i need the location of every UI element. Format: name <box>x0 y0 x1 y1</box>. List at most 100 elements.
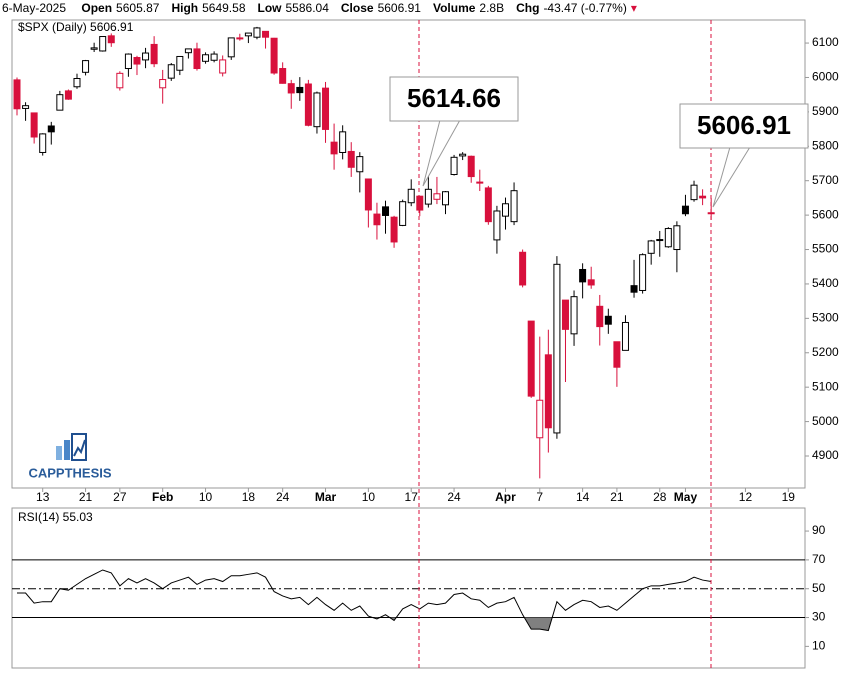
candle-body <box>544 354 552 429</box>
candle-body <box>639 254 647 291</box>
x-tick-label: 21 <box>610 490 624 504</box>
candle-body <box>313 92 321 128</box>
candle-body <box>382 206 390 216</box>
y-tick-label: 50 <box>812 581 826 595</box>
candle-body <box>527 320 535 397</box>
field-value: 5606.91 <box>377 1 421 15</box>
candle-body <box>364 178 372 211</box>
candle-body <box>579 268 587 283</box>
y-tick-label: 4900 <box>812 448 839 462</box>
y-tick-label: 5900 <box>812 104 839 118</box>
oversold-fill <box>17 617 712 631</box>
y-tick-label: 30 <box>812 610 826 624</box>
y-tick-label: 6000 <box>812 70 839 84</box>
y-tick-label: 5100 <box>812 379 839 393</box>
candle-body <box>613 341 621 368</box>
y-tick-label: 5000 <box>812 414 839 428</box>
candle-body <box>442 191 449 206</box>
field-value: 5605.87 <box>116 1 160 15</box>
callout: 5606.91 <box>679 103 809 208</box>
rsi-frame <box>11 507 806 669</box>
x-tick-label: 13 <box>36 490 50 504</box>
candle-body <box>621 321 629 351</box>
candle-body <box>596 305 604 328</box>
x-tick-label: 10 <box>362 490 376 504</box>
candle-body <box>287 83 295 94</box>
callout-pointer <box>422 119 461 187</box>
candle-body <box>322 87 330 130</box>
candle-body <box>604 315 612 325</box>
logo-box <box>71 433 87 461</box>
candle-body <box>587 279 595 286</box>
candle-body <box>236 37 244 40</box>
candle-body <box>501 203 509 217</box>
x-tick-label: 10 <box>199 490 213 504</box>
candle-body <box>64 90 72 100</box>
x-tick-label: 24 <box>276 490 290 504</box>
candle-body <box>347 150 355 168</box>
y-tick-label: 5500 <box>812 242 839 256</box>
candle-body <box>116 72 124 89</box>
candle-body <box>159 79 167 89</box>
y-tick-label: 90 <box>812 523 826 537</box>
logo-text: CAPPTHESIS <box>28 465 111 480</box>
candle-body <box>270 37 278 74</box>
candle-body <box>570 296 578 335</box>
x-tick-label: 17 <box>405 490 419 504</box>
logo-arrow <box>73 439 86 457</box>
candle-body <box>699 195 707 199</box>
x-tick-label: 21 <box>79 490 93 504</box>
x-tick-label: 27 <box>113 490 127 504</box>
x-tick-label: 7 <box>536 490 543 504</box>
candle-body <box>30 112 38 138</box>
field-label: Volume <box>432 1 476 15</box>
x-tick-label: Feb <box>152 490 173 504</box>
candle-body <box>484 187 492 223</box>
logo-bar <box>64 440 70 460</box>
price-legend: $SPX (Daily) 5606.91 <box>18 20 134 34</box>
candle-body <box>13 79 21 110</box>
x-tick-label: 18 <box>242 490 256 504</box>
candle-body <box>493 210 501 241</box>
field-value: -43.47 (-0.77%) <box>543 1 627 15</box>
down-arrow: ▾ <box>630 1 637 15</box>
candle-body <box>142 52 150 61</box>
x-tick-label: 28 <box>653 490 667 504</box>
y-tick-label: 5800 <box>812 138 839 152</box>
field-value: 2.8B <box>479 1 505 15</box>
candle-body <box>124 53 132 70</box>
x-tick-label: May <box>674 490 698 504</box>
x-tick-label: 12 <box>739 490 753 504</box>
field-label: Open <box>81 1 113 15</box>
candle-body <box>56 94 64 111</box>
callout: 5614.66 <box>389 76 519 187</box>
candle-body <box>467 155 475 178</box>
x-tick-label: Mar <box>315 490 337 504</box>
candle-body <box>202 54 210 62</box>
candle-body <box>519 251 527 286</box>
y-tick-label: 10 <box>812 639 826 653</box>
candle-body <box>99 36 107 52</box>
callout-box <box>389 76 519 122</box>
x-tick-label: 14 <box>576 490 590 504</box>
header: 6-May-2025 Open 5605.87 High 5649.58 Low 5586… <box>2 1 637 15</box>
y-tick-label: 70 <box>812 552 826 566</box>
candle-body <box>219 59 227 74</box>
y-tick-label: 5300 <box>812 311 839 325</box>
candle-body <box>227 37 235 58</box>
y-tick-label: 5200 <box>812 345 839 359</box>
field-value: 5649.58 <box>202 1 246 15</box>
candle-body <box>476 181 484 184</box>
candle-body <box>390 216 398 243</box>
date: 6-May-2025 <box>2 1 67 15</box>
candle-body <box>90 47 98 50</box>
candle-body <box>656 239 664 242</box>
x-tick-label: Apr <box>495 490 516 504</box>
candle-body <box>630 285 638 293</box>
candle-body <box>356 156 364 173</box>
x-tick-label: 19 <box>782 490 796 504</box>
candle-body <box>176 55 184 71</box>
candle-body <box>279 68 287 84</box>
